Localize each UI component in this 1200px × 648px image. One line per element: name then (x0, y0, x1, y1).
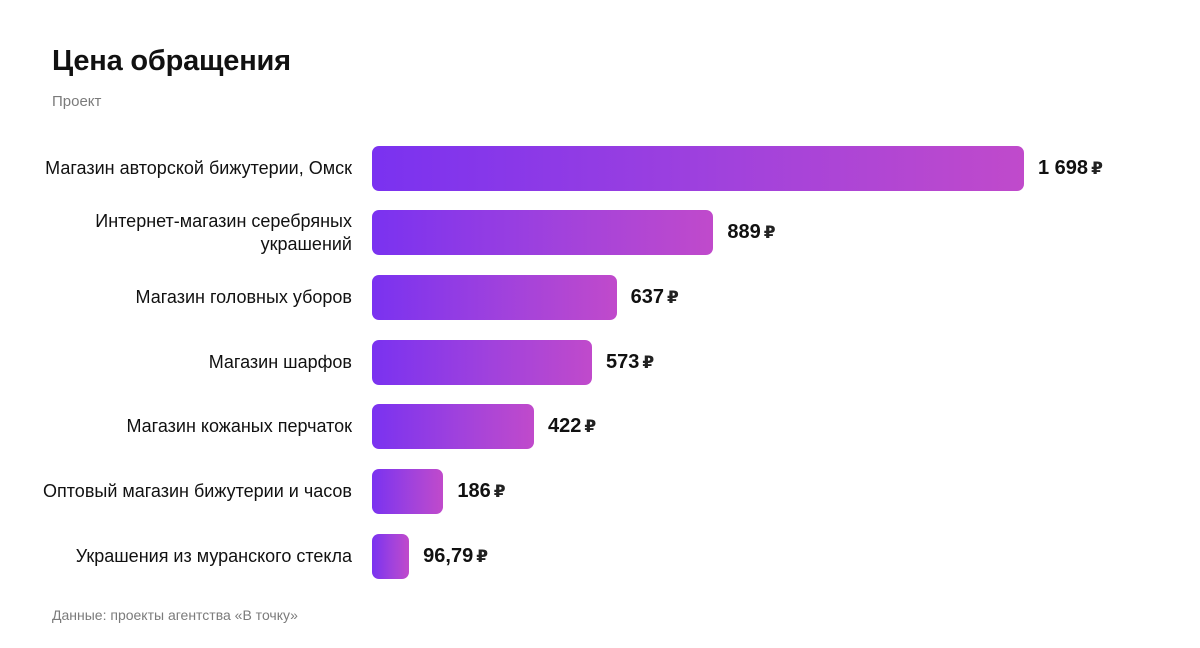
currency-unit: ₽ (763, 223, 776, 243)
bar (372, 210, 714, 256)
data-source-note: Данные: проекты агентства «В точку» (52, 607, 298, 623)
currency-unit: ₽ (642, 352, 655, 372)
value-label: 1 698 ₽ (1038, 146, 1103, 191)
bar (372, 339, 593, 385)
bar (372, 533, 410, 579)
category-label: Магазин кожаных перчаток (126, 416, 352, 437)
currency-unit: ₽ (666, 287, 679, 307)
value-number: 889 (727, 221, 761, 244)
category-label: Украшения из муранского стекла (75, 545, 352, 566)
chart-title: Цена обращения (52, 45, 291, 77)
category-label: Магазин авторской бижутерии, Омск (45, 157, 352, 178)
value-number: 186 (457, 480, 491, 502)
value-number: 1 698 (1038, 156, 1089, 179)
chart-subtitle: Проект (52, 93, 102, 110)
value-label: 573 ₽ (606, 340, 654, 385)
value-label: 637 ₽ (631, 275, 679, 320)
currency-unit: ₽ (476, 546, 489, 566)
bar (372, 274, 617, 320)
value-number: 637 (630, 285, 664, 308)
category-label: Оптовый магазин бижутерии и часов (43, 481, 352, 501)
bar (372, 145, 1024, 191)
value-label: 96,79 ₽ (423, 534, 488, 579)
bar (372, 404, 535, 450)
category-label: Интернет-магазин серебряных украшений (95, 210, 352, 254)
category-label: Магазин шарфов (208, 351, 352, 372)
value-number: 573 (606, 350, 640, 373)
value-number: 422 (548, 415, 582, 438)
value-label: 889 ₽ (727, 210, 775, 255)
currency-unit: ₽ (584, 417, 597, 437)
value-label: 186 ₽ (457, 469, 505, 514)
currency-unit: ₽ (493, 482, 506, 501)
currency-unit: ₽ (1091, 158, 1103, 178)
value-label: 422 ₽ (548, 404, 596, 449)
category-label: Магазин головных уборов (135, 286, 352, 307)
bar (372, 469, 444, 514)
value-number: 96,79 (423, 544, 474, 567)
